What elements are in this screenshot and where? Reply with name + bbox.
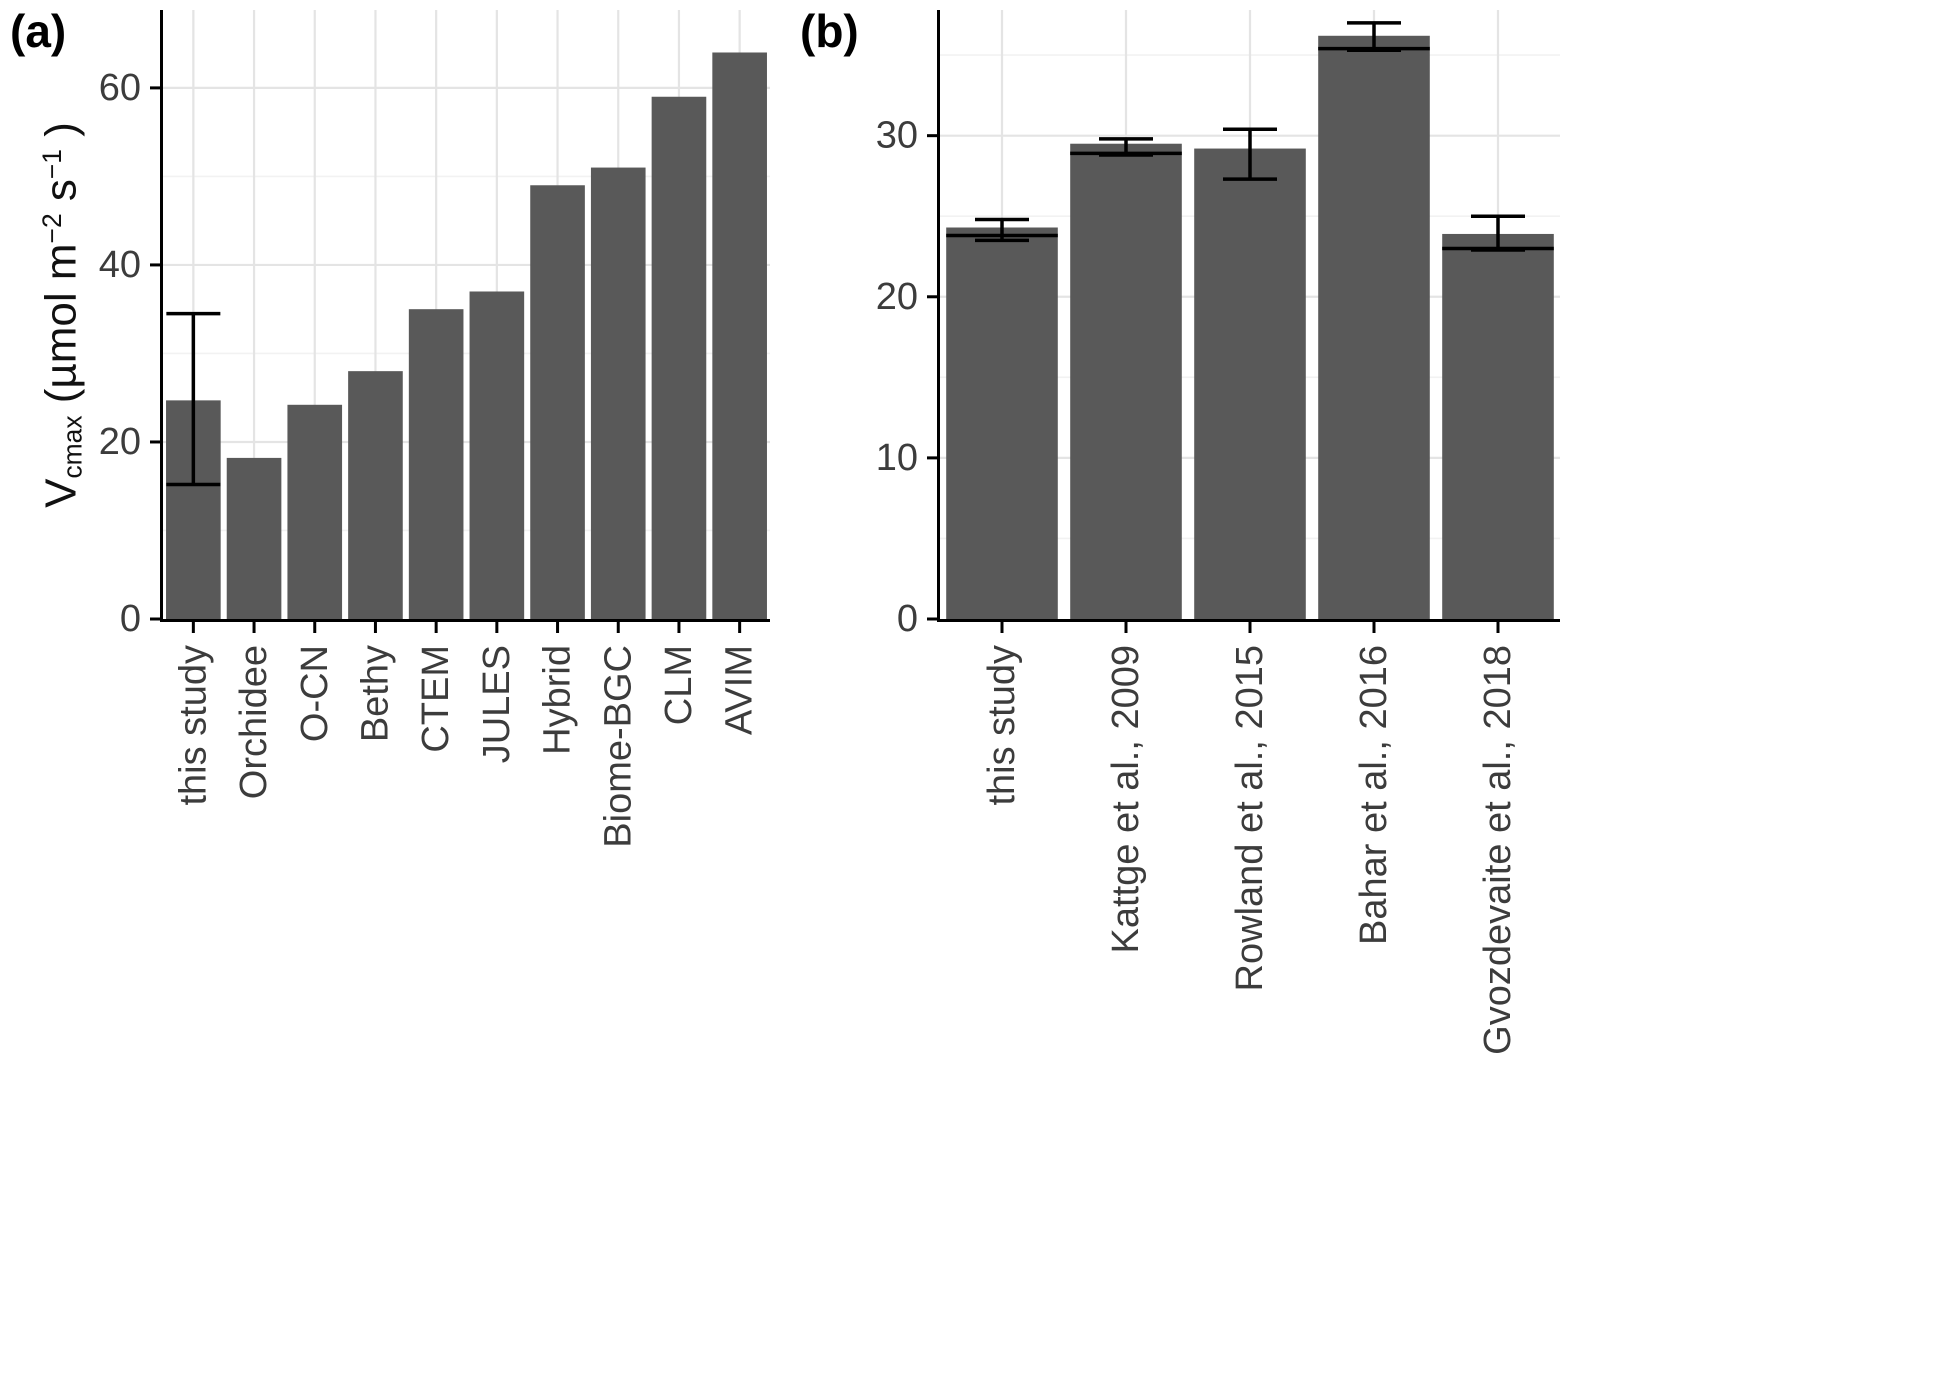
x-tick-label: CLM bbox=[658, 645, 700, 725]
x-tick-label: CTEM bbox=[415, 645, 457, 753]
y-tick-label: 60 bbox=[99, 67, 141, 109]
y-axis-label-superscript-2: −1 bbox=[37, 149, 67, 180]
y-axis-label-units-1: (µmol m bbox=[36, 243, 86, 416]
bar bbox=[226, 457, 282, 619]
y-axis-label-subscript: cmax bbox=[57, 415, 88, 479]
bar bbox=[946, 227, 1058, 619]
x-tick-label: Bethy bbox=[354, 645, 396, 742]
x-tick-label: this study bbox=[172, 645, 214, 806]
bar bbox=[1442, 233, 1554, 619]
x-tick-label: O-CN bbox=[294, 645, 336, 742]
x-tick-label: Bahar et al., 2016 bbox=[1353, 645, 1395, 945]
x-tick-label: JULES bbox=[476, 645, 518, 763]
y-tick-label: 20 bbox=[99, 421, 141, 463]
x-tick-label: Rowland et al., 2015 bbox=[1229, 645, 1271, 991]
y-tick-label: 10 bbox=[876, 437, 918, 479]
y-tick-label: 0 bbox=[897, 598, 918, 640]
y-tick-label: 0 bbox=[120, 598, 141, 640]
bar bbox=[530, 185, 585, 620]
bar bbox=[348, 371, 403, 619]
bar bbox=[469, 291, 525, 619]
x-tick-label: Hybrid bbox=[537, 645, 579, 755]
y-axis-label-superscript-1: −2 bbox=[37, 213, 67, 244]
x-tick-label: this study bbox=[981, 645, 1023, 806]
bar bbox=[287, 404, 343, 619]
bar bbox=[590, 167, 646, 620]
bar bbox=[712, 52, 767, 619]
bar bbox=[408, 309, 464, 619]
bar bbox=[1070, 143, 1182, 619]
x-tick-label: Gvozdevaite et al., 2018 bbox=[1477, 645, 1519, 1055]
y-tick-label: 40 bbox=[99, 244, 141, 286]
bar bbox=[1194, 148, 1306, 620]
y-axis-label-base: V bbox=[36, 478, 86, 508]
y-axis-label-units-end: ) bbox=[36, 122, 86, 150]
bar bbox=[1318, 35, 1430, 620]
panel-a-label: (a) bbox=[10, 5, 67, 57]
bar bbox=[651, 96, 707, 620]
y-axis-label: Vcmax (µmol m−2 s−1 ) bbox=[17, 0, 88, 665]
x-tick-label: Orchidee bbox=[233, 645, 275, 799]
y-tick-label: 30 bbox=[876, 115, 918, 157]
x-tick-label: Biome-BGC bbox=[597, 645, 639, 848]
panel-b-label: (b) bbox=[800, 5, 859, 57]
y-tick-label: 20 bbox=[876, 276, 918, 318]
y-axis-label-units-2: s bbox=[36, 179, 86, 214]
x-tick-label: AVIM bbox=[719, 645, 761, 735]
x-tick-label: Kattge et al., 2009 bbox=[1105, 645, 1147, 953]
